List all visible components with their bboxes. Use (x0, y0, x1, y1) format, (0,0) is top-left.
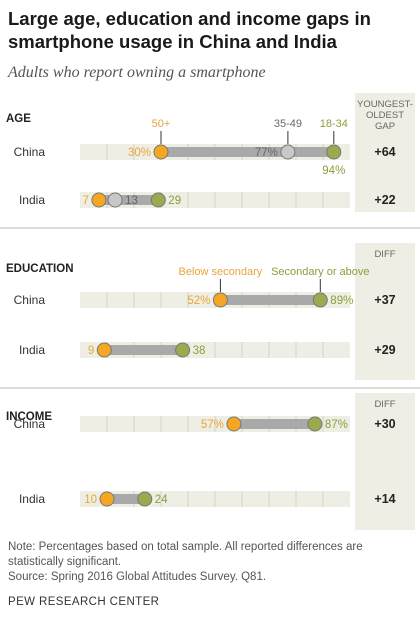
value-label: 29 (168, 195, 181, 207)
diff-column-bg (355, 393, 415, 530)
dot-olive (150, 192, 166, 208)
range-bar (233, 419, 315, 429)
series-label: 35-49 (274, 118, 302, 130)
value-label: 94% (322, 165, 345, 177)
value-label: 89% (330, 295, 353, 307)
value-label: 38 (193, 345, 206, 357)
diff-header: DIFF (374, 249, 395, 260)
value-label: 52% (187, 295, 210, 307)
dot-orange (99, 491, 115, 507)
diff-header: DIFF (374, 399, 395, 410)
footnote: Note: Percentages based on total sample.… (8, 541, 363, 568)
series-label: 50+ (152, 118, 171, 130)
row-country-label: China (14, 145, 46, 159)
value-label: 77% (255, 147, 278, 159)
series-label: Secondary or above (271, 266, 369, 278)
dot-gray (280, 144, 296, 160)
panel-heading: INCOME (6, 411, 52, 423)
dot-orange (153, 144, 169, 160)
row-country-label: China (14, 293, 46, 307)
value-label: 30% (128, 147, 151, 159)
dot-orange (212, 292, 228, 308)
diff-value: +64 (374, 145, 395, 159)
series-label: Below secondary (179, 266, 263, 278)
pew-credit: PEW RESEARCH CENTER (8, 596, 160, 608)
diff-value: +22 (374, 193, 395, 207)
value-label: 13 (125, 195, 138, 207)
row-country-label: India (19, 343, 45, 357)
range-bar (104, 345, 183, 355)
diff-value: +37 (374, 293, 395, 307)
dot-orange (226, 416, 242, 432)
range-bar (161, 147, 334, 157)
diff-header: YOUNGEST-OLDEST GAP (357, 99, 413, 132)
dot-olive (175, 342, 191, 358)
diff-value: +30 (374, 417, 395, 431)
diff-column-bg (355, 93, 415, 212)
value-label: 10 (84, 494, 97, 506)
chart-subtitle: Adults who report owning a smartphone (8, 64, 266, 81)
diff-column-bg (355, 243, 415, 380)
series-label: 18-34 (320, 118, 348, 130)
row-country-label: India (19, 193, 45, 207)
chart-title: Large age, education and income gaps in … (8, 8, 371, 52)
dot-gray (107, 192, 123, 208)
diff-value: +14 (374, 492, 395, 506)
diff-value: +29 (374, 343, 395, 357)
source-line: Source: Spring 2016 Global Attitudes Sur… (8, 571, 267, 583)
dot-olive (307, 416, 323, 432)
value-label: 87% (325, 419, 348, 431)
dot-orange (91, 192, 107, 208)
dot-olive (137, 491, 153, 507)
range-bar (98, 195, 159, 205)
row-country-label: India (19, 492, 45, 506)
dot-olive (326, 144, 342, 160)
value-label: 9 (88, 345, 94, 357)
panel-heading: AGE (6, 113, 31, 125)
range-bar (107, 494, 145, 504)
range-bar (220, 295, 321, 305)
value-label: 24 (155, 494, 168, 506)
dot-orange (96, 342, 112, 358)
panel-heading: EDUCATION (6, 263, 74, 275)
value-label: 57% (201, 419, 224, 431)
dot-olive (312, 292, 328, 308)
value-label: 7 (82, 195, 88, 207)
row-country-label: China (14, 417, 46, 431)
